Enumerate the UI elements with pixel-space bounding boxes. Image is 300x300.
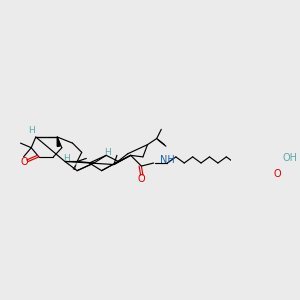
Text: O: O — [138, 174, 145, 184]
Text: H: H — [28, 126, 34, 135]
Text: O: O — [20, 157, 28, 167]
Text: OH: OH — [283, 153, 298, 164]
Text: H: H — [104, 148, 111, 157]
Polygon shape — [57, 137, 60, 146]
Text: H: H — [63, 154, 70, 163]
Text: NH: NH — [160, 155, 175, 165]
Text: O: O — [273, 169, 280, 179]
